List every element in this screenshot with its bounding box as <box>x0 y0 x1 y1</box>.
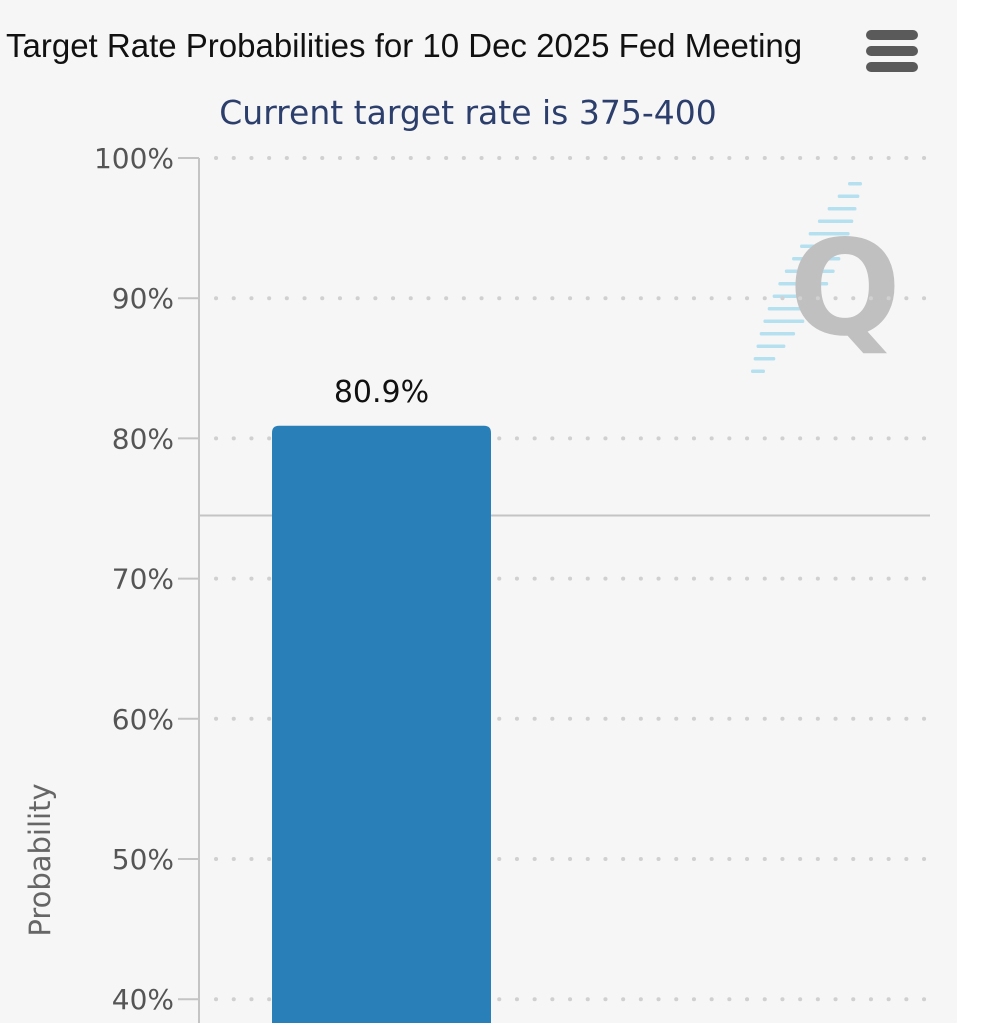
y-tick-labels: 100% 90% 80% 70% 60% 50% 40% <box>94 142 174 1016</box>
hamburger-menu-icon[interactable] <box>866 30 918 72</box>
bar-data-label: 80.9% <box>334 375 429 410</box>
watermark-stripe <box>808 232 850 236</box>
watermark-letter: Q <box>789 212 901 366</box>
chart-canvas: Q 100% 90% 80% 70% 60% 50% 40% 80.9% Current t… <box>23 93 932 1023</box>
watermark-stripe <box>767 307 813 311</box>
watermark-stripe <box>800 244 846 248</box>
watermark-stripe <box>763 319 805 323</box>
y-tick-label: 40% <box>112 983 174 1016</box>
cme-q-logo-icon: Q <box>751 182 901 373</box>
y-axis-label: Probability <box>23 783 57 936</box>
y-tick-label: 80% <box>112 422 174 455</box>
menu-bar-bottom <box>866 62 918 72</box>
y-tick-label: 50% <box>112 843 174 876</box>
watermark-stripe <box>848 182 862 186</box>
watermark-stripe <box>751 369 765 373</box>
watermark-stripe <box>827 207 857 211</box>
bar <box>272 425 491 1023</box>
watermark-stripe <box>792 257 841 261</box>
watermark-stripe <box>837 194 860 198</box>
watermark-stripe <box>772 294 821 298</box>
data-labels: 80.9% <box>334 375 429 410</box>
menu-bar-middle <box>866 46 918 56</box>
y-tick-label: 60% <box>112 703 174 736</box>
watermark-stripe <box>784 269 835 273</box>
watermark-stripe <box>817 219 854 223</box>
y-tick-label: 90% <box>112 282 174 315</box>
menu-bar-top <box>866 30 918 40</box>
y-tick-label: 100% <box>94 142 174 175</box>
chart-title: Target Rate Probabilities for 10 Dec 202… <box>6 27 803 64</box>
bars <box>272 425 491 1023</box>
y-axis <box>178 157 200 1023</box>
watermark-stripe <box>756 344 786 348</box>
watermark-stripe <box>753 357 776 361</box>
y-tick-label: 70% <box>112 563 174 596</box>
chart-subtitle: Current target rate is 375-400 <box>219 93 717 132</box>
watermark-stripe <box>759 332 796 336</box>
chart-panel: Target Rate Probabilities for 10 Dec 202… <box>6 27 932 1023</box>
watermark-stripe <box>778 282 829 286</box>
